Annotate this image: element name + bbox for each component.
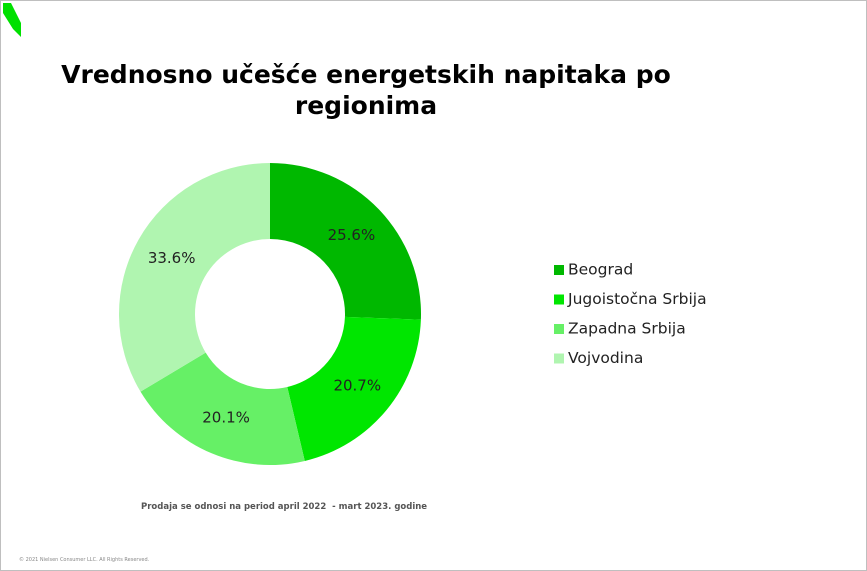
legend-swatch	[554, 353, 564, 364]
legend-label: Beograd	[568, 261, 633, 279]
donut-slice	[270, 163, 421, 320]
data-label: 20.1%	[202, 409, 250, 427]
logo	[3, 3, 21, 37]
chart-title: Vrednosno učešće energetskih napitaka po…	[61, 60, 671, 120]
copyright: © 2021 Nielsen Consumer LLC. All Rights …	[19, 557, 150, 563]
legend-swatch	[554, 324, 564, 334]
donut-slice	[118, 163, 270, 392]
legend-swatch	[554, 265, 564, 275]
note: Prodaja se odnosi na period april 2022 -…	[141, 502, 428, 512]
legend-label: Vojvodina	[568, 349, 643, 367]
legend-label: Jugoistočna Srbija	[567, 290, 707, 308]
data-label: 25.6%	[328, 226, 376, 244]
donut-slice	[140, 352, 305, 465]
legend-swatch	[554, 294, 564, 305]
data-label: 20.7%	[333, 376, 381, 394]
donut-slice	[287, 316, 421, 461]
data-label: 33.6%	[148, 249, 196, 267]
legend-label: Zapadna Srbija	[568, 320, 686, 338]
